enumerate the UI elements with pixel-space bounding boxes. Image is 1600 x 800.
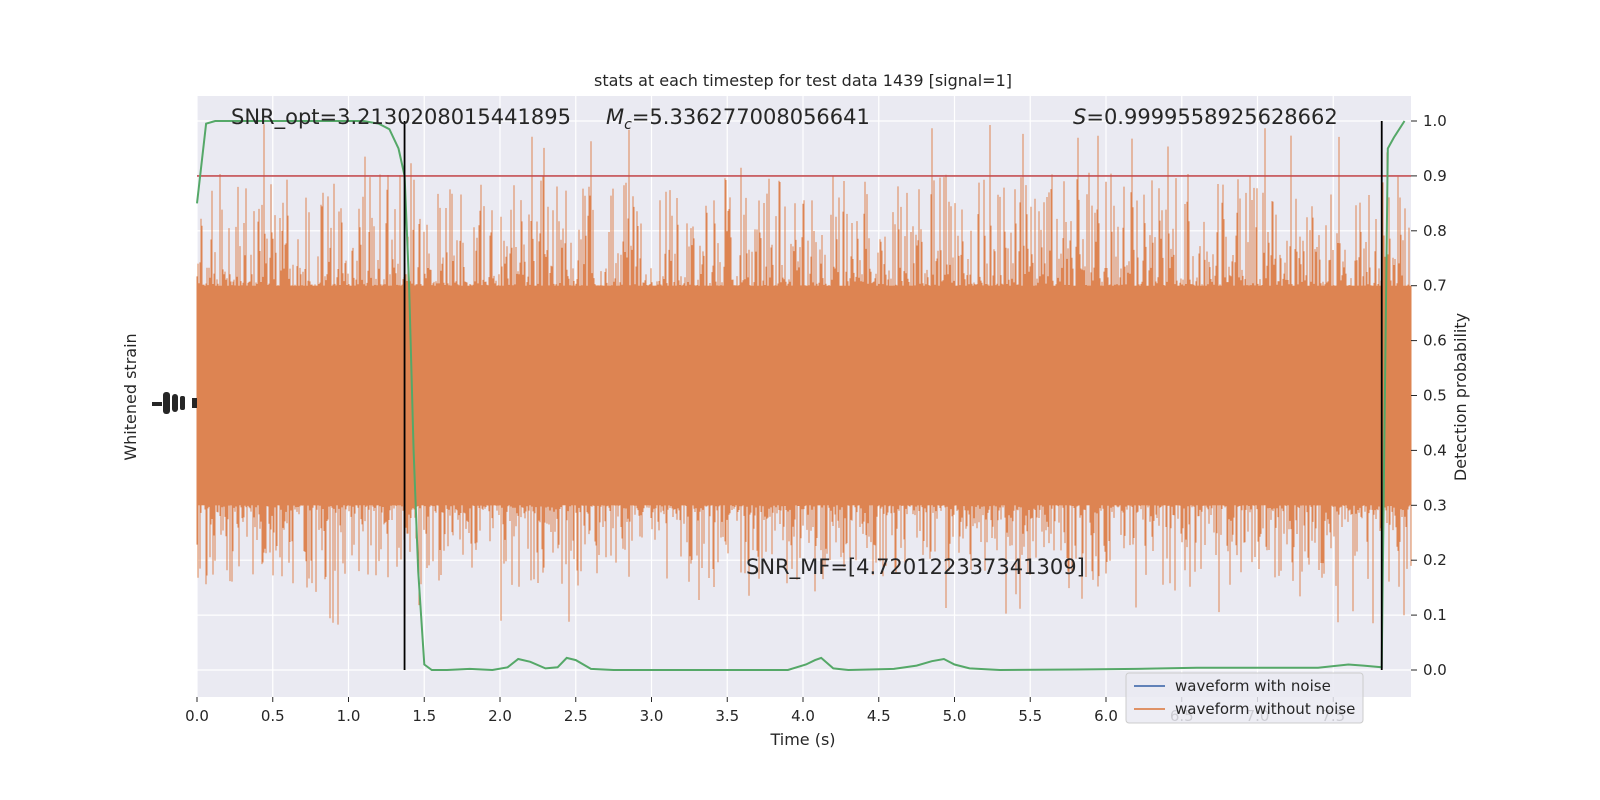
y-axis-label-right: Detection probability: [1451, 313, 1470, 481]
s-symbol: S: [1073, 105, 1086, 129]
waveform-without-noise-trace: [196, 124, 1412, 625]
x-tick-label: 5.5: [1018, 707, 1042, 725]
overlay-lines: [196, 120, 1411, 672]
y-tick-label-right: 0.0: [1423, 661, 1447, 679]
y-tick-label-right: 0.6: [1423, 332, 1447, 350]
x-tick-label: 0.5: [261, 707, 285, 725]
x-tick-label: 5.0: [943, 707, 967, 725]
chart-title: stats at each timestep for test data 143…: [594, 71, 1012, 90]
mc-subscript: c: [624, 117, 632, 133]
legend-box: [1125, 672, 1364, 724]
y-axis-right: 0.0 0.1 0.2 0.3 0.4 0.5 0.6 0.7 0.8 0.9 1.0: [1411, 112, 1447, 679]
y-tick-label-right: 0.2: [1423, 551, 1447, 569]
legend: waveform with noise waveform without noi…: [1125, 672, 1364, 724]
legend-label-without-noise: waveform without noise: [1175, 700, 1355, 718]
left-tick-stub: [152, 402, 162, 406]
mc-value: =5.336277008056641: [632, 105, 870, 129]
x-tick-label: 2.0: [488, 707, 512, 725]
x-axis-label: Time (s): [769, 730, 835, 749]
y-tick-label-right: 0.4: [1423, 441, 1447, 459]
legend-label-with-noise: waveform with noise: [1175, 677, 1331, 695]
left-tick-stub: [180, 396, 185, 410]
y-tick-label-right: 0.3: [1423, 496, 1447, 514]
y-tick-label-right: 0.9: [1423, 167, 1447, 185]
x-tick-label: 1.0: [337, 707, 361, 725]
x-tick-label: 3.0: [640, 707, 664, 725]
left-tick-stub: [163, 392, 170, 414]
x-tick-label: 3.5: [715, 707, 739, 725]
y-tick-label-right: 0.8: [1423, 222, 1447, 240]
x-tick-label: 1.5: [412, 707, 436, 725]
left-y-stubs: [152, 392, 197, 414]
snr-mf-annotation: SNR_MF=[4.720122337341309]: [746, 555, 1085, 580]
x-tick-label: 4.5: [867, 707, 891, 725]
mc-annotation: Mc=5.336277008056641: [606, 105, 870, 133]
snr-opt-annotation: SNR_opt=3.2130208015441895: [231, 105, 571, 130]
mc-symbol: M: [606, 105, 624, 129]
y-tick-label-right: 0.5: [1423, 387, 1447, 405]
s-annotation: S=0.9999558925628662: [1073, 105, 1338, 129]
detection-probability-line: [196, 120, 1406, 672]
s-value: =0.9999558925628662: [1086, 105, 1337, 129]
y-tick-label-right: 1.0: [1423, 112, 1447, 130]
x-tick-label: 2.5: [564, 707, 588, 725]
x-tick-label: 4.0: [791, 707, 815, 725]
left-tick-stub: [172, 394, 178, 412]
strain-traces: [196, 124, 1412, 625]
y-axis-label-left: Whitened strain: [121, 333, 140, 460]
y-tick-label-right: 0.7: [1423, 277, 1447, 295]
x-tick-label: 6.0: [1094, 707, 1118, 725]
x-tick-label: 0.0: [185, 707, 209, 725]
y-tick-label-right: 0.1: [1423, 606, 1447, 624]
left-tick-stub: [192, 398, 197, 408]
plot-area: [196, 96, 1412, 697]
